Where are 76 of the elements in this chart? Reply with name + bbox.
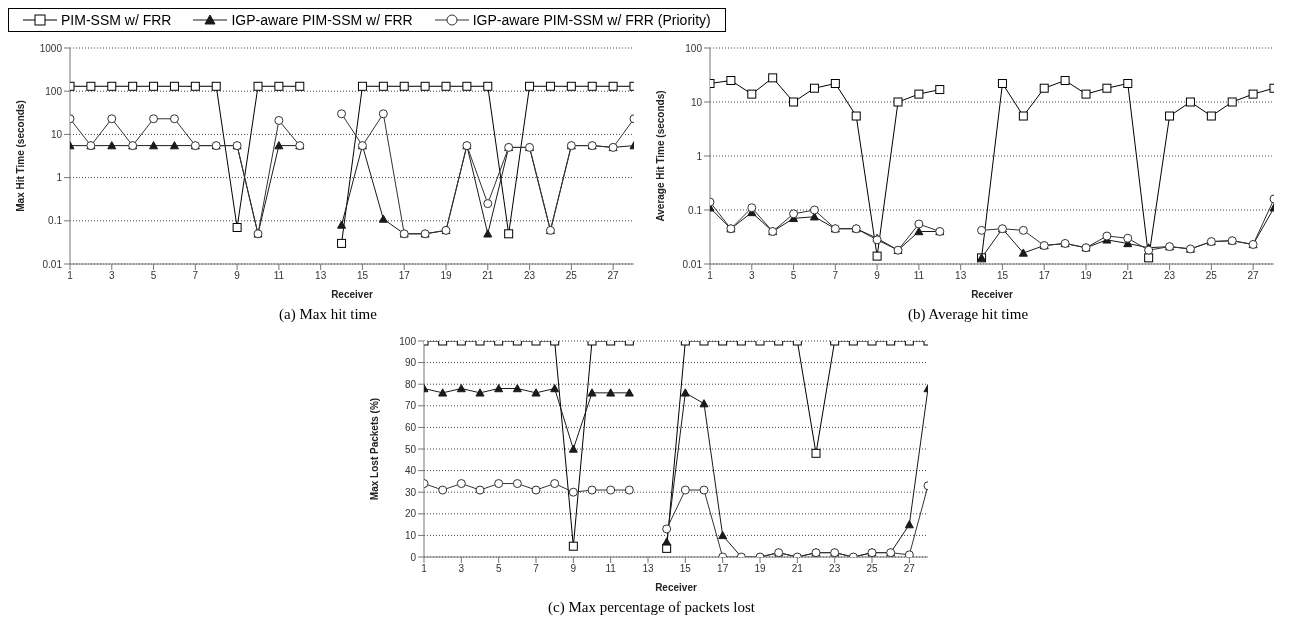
- y-tick-label: 1: [696, 150, 703, 162]
- x-tick-label: 23: [1163, 270, 1176, 282]
- y-tick-label: 0: [409, 551, 416, 563]
- x-tick-label: 3: [458, 563, 465, 575]
- x-tick-label: 1: [67, 270, 74, 282]
- x-axis-title: Receiver: [971, 289, 1013, 300]
- x-tick-label: 7: [532, 563, 539, 575]
- x-tick-label: 9: [234, 270, 241, 282]
- x-axis-title: Receiver: [654, 582, 697, 593]
- x-tick-label: 3: [749, 270, 755, 282]
- y-tick-label: 10: [50, 128, 63, 140]
- x-tick-label: 25: [1205, 270, 1218, 282]
- x-tick-label: 9: [874, 270, 881, 282]
- y-tick-label: 1000: [39, 42, 63, 54]
- y-tick-label: 60: [404, 421, 416, 433]
- x-tick-label: 15: [679, 563, 691, 575]
- x-axis-title: Receiver: [331, 289, 373, 300]
- legend-label: PIM-SSM w/ FRR: [61, 12, 172, 28]
- x-tick-label: 25: [565, 270, 578, 282]
- y-axis-title: Max Lost Packets (%): [368, 397, 380, 501]
- y-tick-label: 100: [398, 335, 416, 347]
- x-tick-label: 7: [192, 270, 199, 282]
- y-tick-label: 90: [404, 357, 416, 369]
- y-tick-label: 0.01: [682, 258, 703, 270]
- x-tick-label: 27: [1247, 270, 1260, 282]
- x-tick-label: 21: [791, 563, 803, 575]
- x-tick-label: 9: [570, 563, 577, 575]
- x-tick-label: 13: [955, 270, 967, 282]
- x-tick-label: 1: [707, 270, 714, 282]
- x-tick-label: 27: [607, 270, 620, 282]
- y-tick-label: 100: [45, 85, 63, 97]
- x-tick-label: 17: [398, 270, 411, 282]
- x-tick-label: 15: [356, 270, 369, 282]
- y-tick-label: 30: [404, 486, 416, 498]
- x-tick-label: 25: [865, 563, 878, 575]
- legend-label: IGP-aware PIM-SSM w/ FRR (Priority): [472, 12, 711, 28]
- x-tick-label: 17: [1038, 270, 1051, 282]
- legend-label: IGP-aware PIM-SSM w/ FRR: [231, 12, 413, 28]
- y-tick-label: 80: [404, 378, 416, 390]
- x-tick-label: 23: [523, 270, 536, 282]
- x-tick-label: 21: [1122, 270, 1134, 282]
- y-tick-label: 70: [404, 400, 416, 412]
- y-axis-title: Average Hit Time (seconds): [654, 90, 666, 222]
- x-tick-label: 21: [482, 270, 494, 282]
- x-tick-label: 3: [109, 270, 115, 282]
- y-axis-title: Max Hit Time (seconds): [14, 100, 26, 212]
- y-tick-label: 10: [690, 96, 703, 108]
- x-tick-label: 19: [753, 563, 766, 575]
- x-tick-label: 1: [420, 563, 427, 575]
- x-tick-label: 7: [832, 270, 839, 282]
- x-tick-label: 19: [1080, 270, 1092, 282]
- x-tick-label: 27: [903, 563, 915, 575]
- x-tick-label: 5: [790, 270, 797, 282]
- y-tick-label: 0.01: [42, 258, 63, 270]
- y-tick-label: 100: [685, 42, 703, 54]
- y-tick-label: 40: [404, 465, 416, 477]
- y-tick-label: 50: [404, 443, 416, 455]
- text: (c) Max percentage of packets lost: [547, 599, 756, 616]
- x-tick-label: 13: [315, 270, 327, 282]
- x-tick-label: 11: [604, 563, 616, 575]
- y-tick-label: 20: [404, 508, 416, 520]
- text: (b) Average hit time: [906, 306, 1030, 323]
- x-tick-label: 11: [913, 270, 925, 282]
- y-tick-label: 10: [404, 529, 416, 541]
- x-tick-label: 5: [150, 270, 157, 282]
- y-tick-label: 0.1: [48, 215, 63, 227]
- x-tick-label: 13: [641, 563, 654, 575]
- text: (a) Max hit time: [278, 306, 378, 323]
- x-tick-label: 5: [495, 563, 502, 575]
- x-tick-label: 19: [440, 270, 452, 282]
- x-tick-label: 23: [828, 563, 841, 575]
- x-tick-label: 15: [996, 270, 1009, 282]
- y-tick-label: 1: [56, 172, 63, 184]
- x-tick-label: 11: [273, 270, 285, 282]
- y-tick-label: 0.1: [688, 204, 703, 216]
- x-tick-label: 17: [716, 563, 729, 575]
